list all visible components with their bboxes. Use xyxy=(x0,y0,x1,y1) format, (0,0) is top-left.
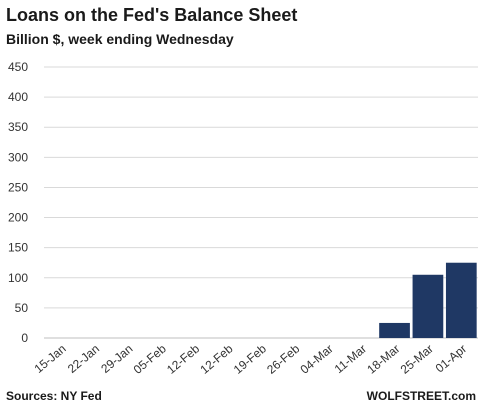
bars xyxy=(379,262,477,338)
y-tick-label: 200 xyxy=(8,211,28,225)
y-tick-label: 250 xyxy=(8,180,28,194)
x-tick-label: 29-Jan xyxy=(98,342,135,376)
y-tick-label: 100 xyxy=(8,271,28,285)
y-tick-label: 150 xyxy=(8,241,28,255)
x-tick-label: 04-Mar xyxy=(298,342,336,377)
x-tick-label: 18-Mar xyxy=(364,342,402,377)
bar xyxy=(379,322,410,338)
chart-subtitle: Billion $, week ending Wednesday xyxy=(6,31,234,47)
brand-label: WOLFSTREET.com xyxy=(366,389,476,403)
y-tick-label: 50 xyxy=(15,301,29,315)
x-tick-label: 15-Jan xyxy=(32,342,69,376)
y-axis-ticks: 0 50 100 150 200 250 300 350 400 450 xyxy=(8,60,28,345)
source-note: Sources: NY Fed xyxy=(6,389,102,403)
y-tick-label: 300 xyxy=(8,150,28,164)
x-tick-label: 05-Feb xyxy=(131,341,169,376)
chart-title: Loans on the Fed's Balance Sheet xyxy=(6,5,298,25)
y-tick-label: 400 xyxy=(8,90,28,104)
y-tick-label: 350 xyxy=(8,120,28,134)
x-axis-ticks: 15-Jan22-Jan29-Jan05-Feb12-Feb12-Feb19-F… xyxy=(32,341,470,376)
x-tick-label: 11-Mar xyxy=(332,342,369,377)
bar xyxy=(412,274,444,338)
bar xyxy=(445,262,477,338)
y-tick-label: 0 xyxy=(21,331,28,345)
x-tick-label: 25-Mar xyxy=(398,342,436,377)
y-tick-label: 450 xyxy=(8,60,28,74)
gridlines xyxy=(44,66,478,339)
x-tick-label: 12-Feb xyxy=(197,341,235,376)
x-tick-label: 22-Jan xyxy=(65,342,102,376)
x-tick-label: 12-Feb xyxy=(164,341,202,376)
x-tick-label: 26-Feb xyxy=(264,341,302,376)
x-tick-label: 19-Feb xyxy=(231,341,269,376)
x-tick-label: 01-Apr xyxy=(433,342,470,376)
